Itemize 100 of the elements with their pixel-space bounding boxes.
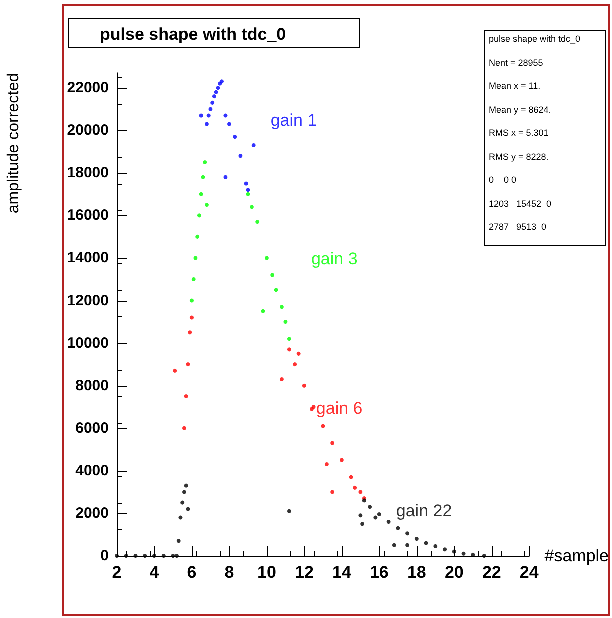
text: pulse shape with tdc_0 [489,34,581,44]
point [190,316,194,320]
point [124,554,128,558]
x-tick-label: 6 [187,563,197,582]
series-label: gain 1 [270,110,318,130]
point [203,160,208,165]
point [171,554,176,558]
annotation: RMS x = 5.301 [489,128,550,140]
point [238,154,243,158]
point [227,122,232,126]
point [180,500,185,505]
point [210,100,215,105]
point [182,426,186,430]
point [360,522,365,526]
annotation: 1203 15452 0 [489,198,553,210]
point [302,384,306,388]
point [287,337,292,342]
point [233,134,238,139]
point [280,377,284,382]
point [224,114,228,118]
y-tick-label: 18000 [67,164,109,182]
x-axis-title: #sample [544,546,610,566]
x-tick-label: 4 [150,563,160,582]
point [406,543,410,548]
point [256,220,260,224]
point [214,90,218,94]
point [199,114,204,118]
series-label: gain 6 [316,399,363,418]
point [264,256,269,260]
point [250,205,254,210]
point [162,554,166,558]
annotation: Mean x = 11. [489,81,542,93]
x-tick-label: 14 [332,563,352,582]
point [204,203,209,208]
annotation: 2787 9513 0 [489,222,548,234]
point [261,309,266,314]
point [186,362,190,367]
point [443,548,448,552]
point [152,554,156,558]
point [406,532,410,536]
point [293,362,298,367]
point [184,484,188,488]
point [224,175,228,180]
point [208,107,213,112]
point [368,505,372,510]
point [330,490,335,494]
point [349,475,354,480]
point [280,305,284,310]
point [196,234,200,239]
y-tick-label: 22000 [67,80,109,97]
annotation: RMS y = 8228. [489,152,550,164]
point [287,348,292,352]
point [204,122,209,126]
point [206,114,211,118]
point [358,490,363,494]
y-tick-label: 12000 [67,292,109,310]
point [246,188,250,192]
x-tick-label: 2 [112,563,122,582]
point [188,330,192,335]
point [452,550,456,554]
point [212,94,216,99]
y-tick-label: 14000 [67,250,109,267]
point [173,368,178,373]
point [374,516,378,520]
point [182,490,186,494]
x-tick-label: 18 [407,563,426,582]
point [353,486,358,490]
y-tick-label: 4000 [76,462,109,480]
point [134,554,138,558]
y-tick-label: 0 [100,548,109,564]
text: gain 3 [311,250,358,269]
point [216,86,220,90]
point [184,394,188,398]
y-tick-label: 16000 [67,207,109,224]
point [414,536,419,541]
point [199,192,204,196]
x-tick-label: 16 [370,563,389,582]
point [176,539,181,544]
point [434,544,438,548]
point [321,424,326,428]
point [386,520,391,524]
point [392,543,396,548]
point [246,192,250,196]
point [482,554,486,558]
point [330,441,335,446]
point [358,514,363,518]
x-tick-label: 20 [444,563,464,582]
point [296,352,301,356]
point [192,277,196,282]
point [115,554,119,558]
point [284,320,288,324]
y-tick-label: 10000 [67,334,109,352]
x-tick-label: 10 [258,563,276,582]
point [424,541,428,546]
point [270,273,275,278]
annotation: Mean y = 8624. [489,104,552,117]
y-axis-title: amplitude corrected [6,73,22,214]
point [194,256,198,260]
x-tick-label: 12 [294,563,314,582]
point [174,554,179,558]
